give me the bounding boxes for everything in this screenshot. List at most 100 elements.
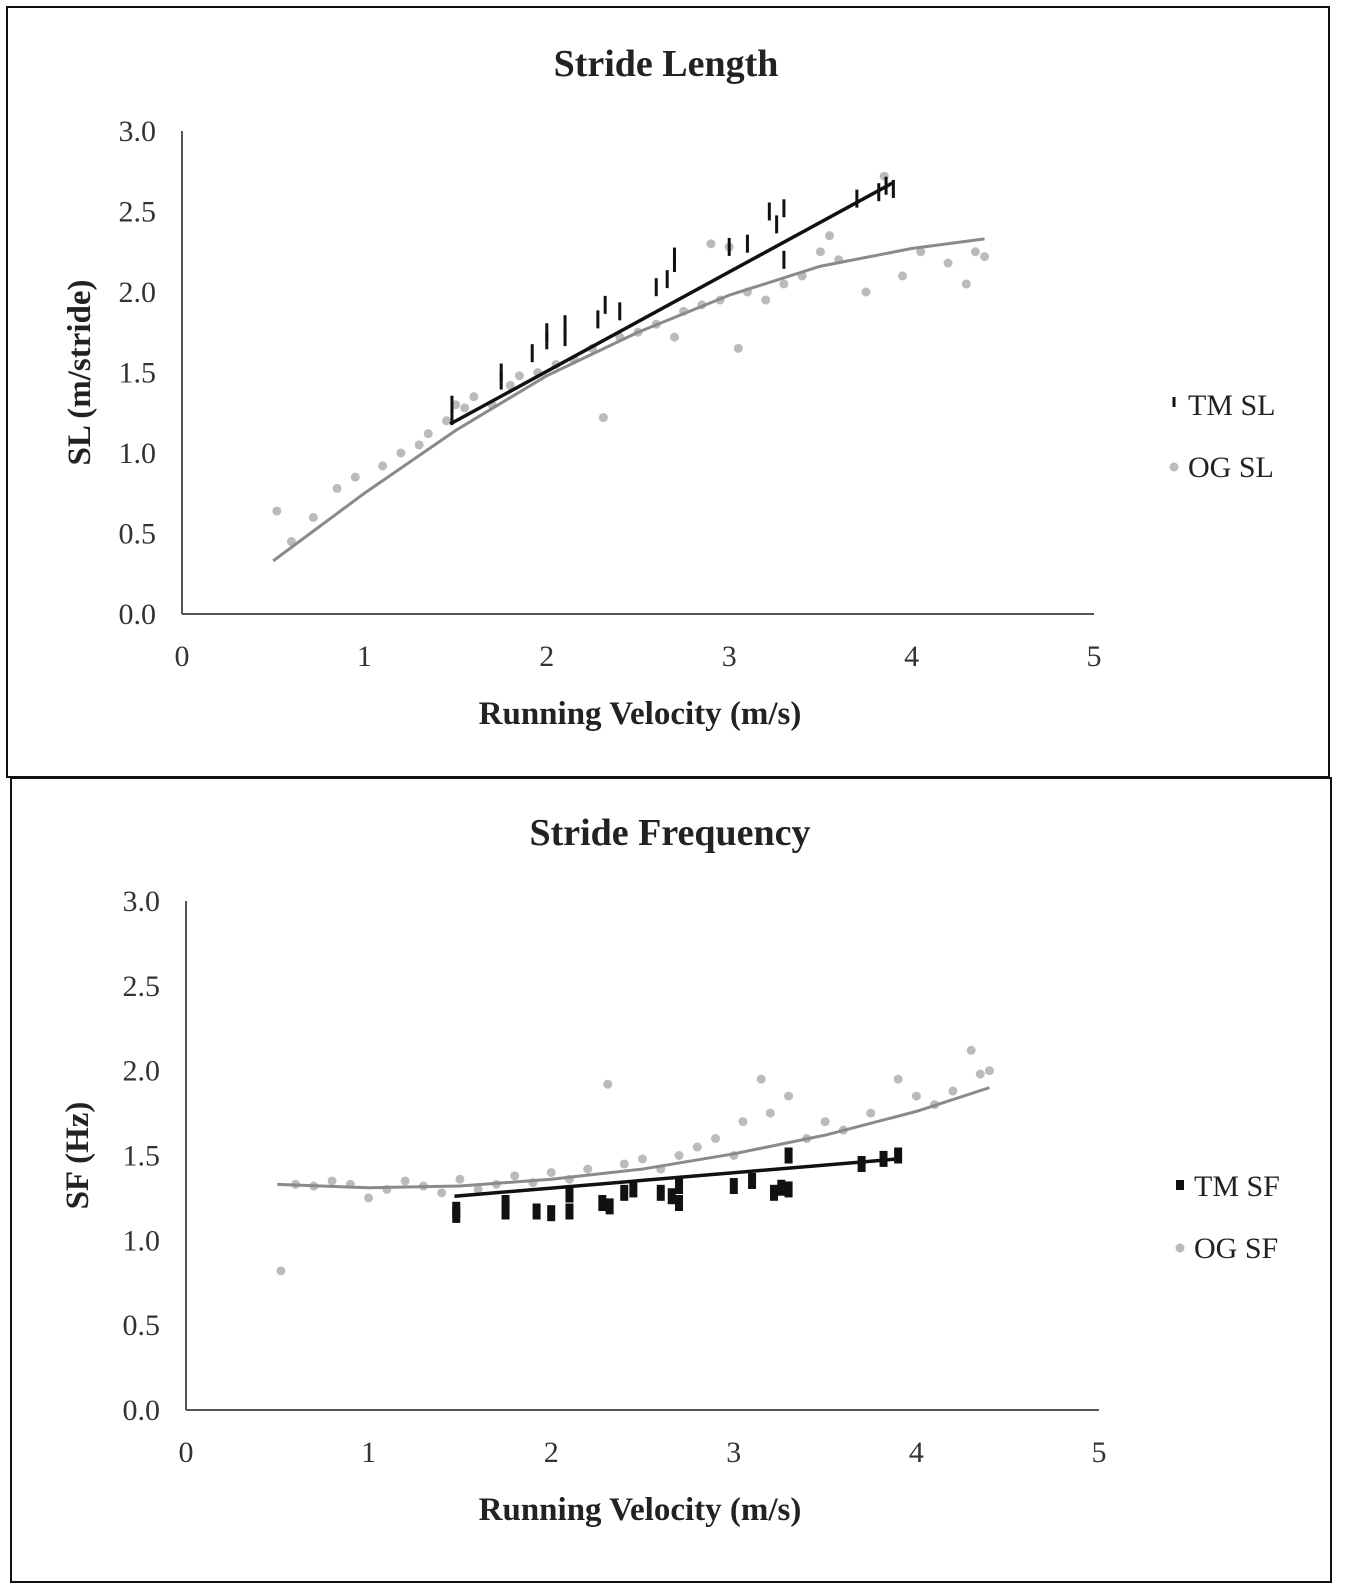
data-point (966, 1045, 976, 1055)
data-point (532, 1203, 541, 1220)
data-point (501, 1195, 510, 1212)
y-tick-label: 0.5 (123, 1309, 161, 1342)
y-tick-label: 2.0 (119, 276, 157, 309)
x-tick-label: 4 (909, 1436, 924, 1469)
data-point (505, 380, 515, 390)
data-point (546, 1167, 556, 1177)
y-tick-label: 1.5 (123, 1140, 161, 1173)
legend-label: TM SL (1188, 389, 1276, 422)
y-tick-label: 0.5 (119, 518, 157, 551)
y-tick-label: 1.0 (119, 437, 157, 470)
data-point (364, 1193, 374, 1203)
stride-length-chart-panel: Stride Length 0.0 0.5 1.0 1.5 2.0 2.5 3.0 0 1 2 3 4 5… (6, 6, 1330, 778)
data-point (598, 413, 608, 423)
data-point (308, 512, 318, 522)
data-point (866, 1108, 876, 1118)
data-point (501, 1203, 510, 1220)
data-point (894, 1147, 903, 1164)
data-point (857, 1155, 866, 1172)
series-tm-sl (449, 176, 895, 426)
x-tick-label: 5 (1087, 640, 1102, 673)
x-tick-label: 2 (544, 1436, 559, 1469)
y-tick-label: 0.0 (123, 1394, 161, 1427)
data-point (510, 1171, 520, 1181)
chart-title: Stride Frequency (529, 812, 810, 854)
data-point (598, 1195, 607, 1212)
legend-marker (1176, 1180, 1184, 1190)
data-point (729, 1178, 738, 1195)
data-point (911, 1091, 921, 1101)
data-point (761, 295, 771, 305)
data-point (547, 1205, 556, 1222)
y-tick-label: 3.0 (119, 115, 157, 148)
data-point (916, 247, 926, 257)
data-point (583, 1164, 593, 1174)
data-point (667, 1188, 676, 1205)
x-tick-label: 4 (904, 640, 919, 673)
legend-label: TM SF (1194, 1170, 1280, 1203)
x-tick-label: 1 (357, 640, 372, 673)
data-point (674, 1151, 684, 1160)
legend-label: OG SF (1194, 1232, 1278, 1265)
data-point (563, 315, 567, 334)
data-point (473, 1184, 483, 1194)
data-point (378, 461, 388, 471)
data-point (779, 279, 789, 289)
data-point (855, 189, 859, 208)
x-tick-label: 3 (726, 1436, 741, 1469)
data-point (769, 1184, 778, 1201)
data-point (460, 403, 470, 413)
data-point (756, 1074, 766, 1084)
legend-marker (1169, 462, 1179, 472)
data-point (350, 472, 360, 482)
data-point (545, 323, 549, 342)
data-point (272, 506, 282, 516)
y-tick-label: 1.5 (119, 357, 157, 390)
data-point (455, 1174, 465, 1184)
data-point (948, 1086, 958, 1096)
chart-title: Stride Length (554, 43, 779, 85)
data-point (665, 270, 669, 289)
data-point (563, 328, 567, 347)
x-tick-label: 0 (179, 1436, 194, 1469)
stride-length-chart: Stride Length 0.0 0.5 1.0 1.5 2.0 2.5 3.0 0 1 2 3 4 5… (62, 43, 1276, 732)
trendline (277, 1086, 990, 1190)
data-point (893, 1074, 903, 1084)
data-point (784, 1091, 794, 1101)
data-point (638, 1154, 647, 1164)
data-point (276, 1266, 286, 1276)
data-point (782, 250, 786, 269)
data-point (777, 1179, 786, 1196)
data-point (452, 1201, 461, 1218)
data-point (603, 295, 607, 314)
data-point (423, 429, 433, 439)
data-point (784, 1181, 793, 1198)
data-point (961, 279, 971, 289)
y-tick-label: 2.0 (123, 1055, 161, 1088)
data-point (514, 371, 524, 381)
x-tick-label: 5 (1092, 1436, 1107, 1469)
data-point (414, 440, 424, 450)
data-point (400, 1176, 410, 1186)
stride-frequency-chart: Stride Frequency 0.0 0.5 1.0 1.5 2.0 2.5 3.0 0 1 2… (60, 812, 1280, 1528)
data-point (980, 252, 990, 262)
series-tm-sf (452, 1147, 903, 1223)
data-point (738, 1117, 748, 1127)
data-point (565, 1186, 574, 1203)
y-axis-title: SF (Hz) (60, 1102, 96, 1210)
data-point (332, 483, 342, 493)
data-point (706, 239, 716, 249)
data-point (450, 395, 454, 414)
y-tick-label: 2.5 (119, 196, 157, 229)
legend-marker (1175, 1243, 1185, 1253)
y-tick-label: 2.5 (123, 970, 161, 1003)
data-point (286, 537, 296, 547)
data-point (861, 287, 871, 297)
series-og-sl (272, 171, 990, 563)
data-point (499, 363, 503, 382)
data-point (656, 1184, 665, 1201)
data-point (618, 302, 622, 321)
x-axis-title: Running Velocity (m/s) (479, 696, 802, 732)
data-point (820, 1117, 830, 1127)
data-point (825, 231, 835, 241)
